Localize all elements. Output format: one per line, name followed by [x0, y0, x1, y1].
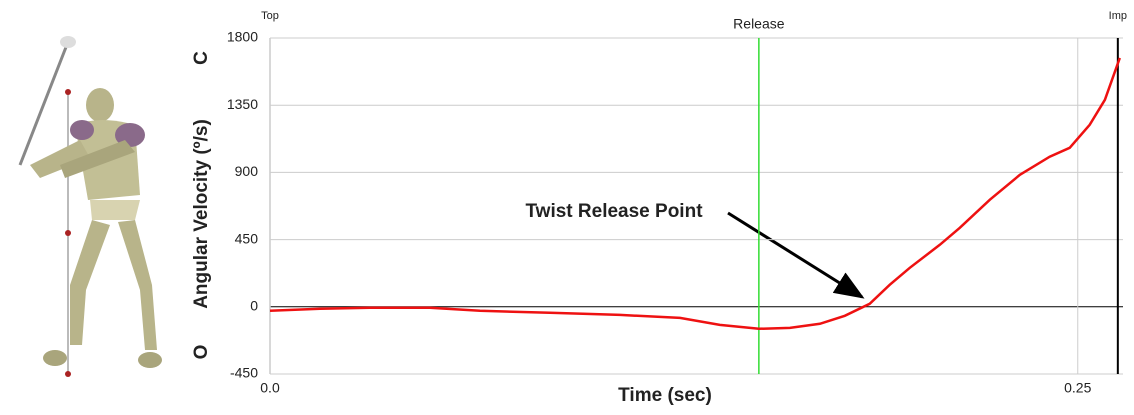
annotation-arrow — [727, 211, 865, 299]
x-tick-label: 0.25 — [1064, 380, 1091, 396]
y-tick-label: -450 — [230, 365, 258, 381]
y-tick-label: 450 — [235, 230, 259, 246]
golfer-figure — [18, 36, 162, 377]
y-axis-bottom-label: O — [191, 345, 212, 360]
data-line — [269, 57, 1121, 331]
y-tick-label: 1350 — [227, 96, 258, 112]
y-axis-top-label: C — [191, 51, 212, 65]
x-axis-title: Time (sec) — [618, 385, 712, 406]
event-label: Top — [261, 10, 279, 22]
y-tick-label: 1800 — [227, 29, 258, 45]
y-tick-label: 0 — [250, 298, 258, 314]
x-tick-label: 0.0 — [260, 380, 280, 396]
annotation: Twist Release Point — [525, 201, 703, 222]
y-axis-title: Angular Velocity (º/s) — [191, 119, 212, 309]
event-label: Release — [733, 16, 785, 32]
y-tick-label: 900 — [235, 163, 259, 179]
event-label: Imp — [1109, 10, 1127, 22]
